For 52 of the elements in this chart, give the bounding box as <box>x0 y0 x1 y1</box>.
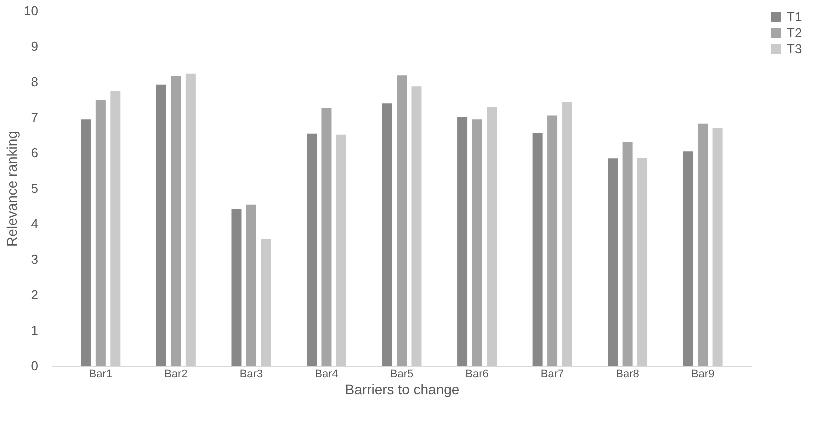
bar <box>96 100 106 366</box>
x-axis-title: Barriers to change <box>345 382 460 398</box>
y-tick-label: 9 <box>31 39 38 54</box>
bar <box>322 108 332 366</box>
bar <box>186 74 196 366</box>
x-tick-label: Bar8 <box>616 368 640 380</box>
bar <box>412 86 422 366</box>
y-tick-label: 5 <box>31 181 38 196</box>
bar <box>698 124 708 366</box>
legend-label: T2 <box>787 26 802 40</box>
x-tick-label: Bar7 <box>540 368 564 380</box>
x-tick-label: Bar1 <box>89 368 113 380</box>
legend-label: T3 <box>787 42 802 56</box>
bar <box>712 128 723 366</box>
y-axis-title: Relevance ranking <box>4 131 20 247</box>
bar <box>548 116 558 366</box>
bar <box>382 104 392 366</box>
x-tick-label: Bar3 <box>240 368 264 380</box>
bar <box>638 158 648 366</box>
x-tick-label: Bar5 <box>390 368 414 380</box>
bar <box>532 133 543 366</box>
y-tick-label: 10 <box>24 4 38 18</box>
y-tick-label: 8 <box>31 74 38 90</box>
bar <box>246 204 256 366</box>
y-tick-label: 4 <box>31 216 38 232</box>
bar <box>110 91 121 366</box>
bar <box>683 152 694 366</box>
bar <box>336 134 346 366</box>
bar <box>171 76 182 366</box>
y-tick-label: 3 <box>31 252 38 267</box>
y-tick-label: 1 <box>31 323 38 338</box>
legend-label: T1 <box>787 10 802 24</box>
x-tick-label: Bar2 <box>164 368 188 380</box>
bar <box>562 102 572 366</box>
y-tick-label: 6 <box>31 146 38 160</box>
y-tick-label: 0 <box>31 358 38 374</box>
bar <box>458 118 468 366</box>
bar <box>472 120 482 366</box>
bar <box>486 108 497 366</box>
y-tick-label: 7 <box>31 110 38 125</box>
bar <box>156 84 166 366</box>
bar <box>261 239 272 366</box>
x-tick-label: Bar9 <box>691 368 715 380</box>
bar <box>232 209 242 366</box>
x-tick-label: Bar6 <box>466 368 489 380</box>
bar <box>307 134 318 366</box>
bar <box>608 158 618 366</box>
bar <box>81 120 92 366</box>
bar <box>622 142 633 366</box>
y-tick-label: 2 <box>31 288 38 302</box>
bar <box>397 76 407 366</box>
x-tick-label: Bar4 <box>315 368 338 380</box>
